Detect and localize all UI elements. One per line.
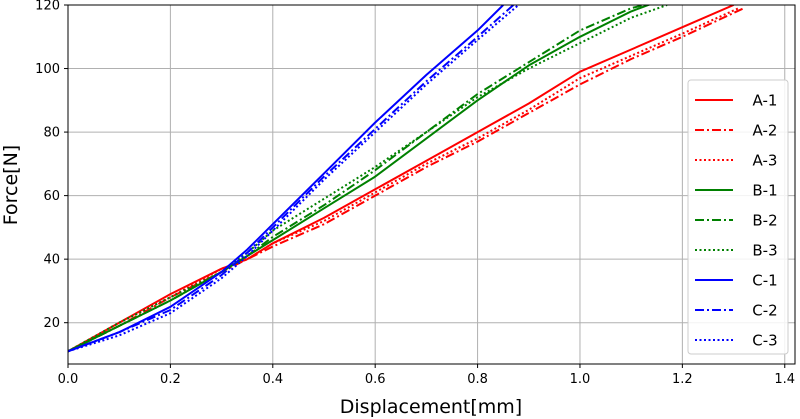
series-line-b-1 <box>68 5 652 353</box>
legend-box <box>687 79 789 355</box>
y-tick-label: 40 <box>43 253 60 268</box>
ticks: 0.0 0.2 0.4 0.6 0.8 1.0 1.2 1.4 20 40 60 80 100 120 <box>35 0 795 387</box>
legend-label-a-2: A-2 <box>753 122 778 140</box>
plot-frame <box>67 4 796 365</box>
legend-label-b-3: B-3 <box>752 242 777 260</box>
series-line-a-1 <box>68 5 734 353</box>
series-line-b-3 <box>68 5 668 353</box>
legend-label-c-1: C-1 <box>752 272 777 290</box>
series-line-c-3 <box>68 5 520 353</box>
legend-label-c-2: C-2 <box>752 302 777 320</box>
grid-lines <box>67 4 795 364</box>
y-tick-label: 20 <box>43 316 60 331</box>
y-tick-label: 100 <box>35 62 60 77</box>
series-layer <box>68 5 745 353</box>
x-tick-label: 0.4 <box>262 372 283 387</box>
x-axis-label: Displacement[mm] <box>340 396 522 418</box>
x-tick-label: 1.0 <box>570 372 591 387</box>
y-tick-label: 80 <box>43 126 60 141</box>
x-tick-label: 0.2 <box>160 372 181 387</box>
legend-label-a-3: A-3 <box>753 152 778 170</box>
y-tick-label: 120 <box>35 0 60 14</box>
legend-label-b-1: B-1 <box>752 182 777 200</box>
x-tick-label: 1.4 <box>774 372 795 387</box>
x-tick-label: 0.6 <box>365 372 386 387</box>
y-tick-label: 60 <box>43 189 60 204</box>
legend-label-c-3: C-3 <box>752 332 777 350</box>
legend-label-b-2: B-2 <box>752 212 777 230</box>
series-line-c-2 <box>68 5 515 353</box>
x-tick-label: 0.0 <box>58 372 79 387</box>
y-axis-label: Force[N] <box>0 145 22 225</box>
legend-label-a-1: A-1 <box>753 92 778 110</box>
legend: A-1 A-2 A-3 B-1 B-2 B-3 C-1 C-2 C-3 <box>687 79 789 355</box>
x-tick-label: 1.2 <box>672 372 693 387</box>
series-line-b-2 <box>68 5 649 353</box>
series-line-c-1 <box>68 5 504 353</box>
x-tick-label: 0.8 <box>467 372 488 387</box>
series-line-a-2 <box>68 7 745 353</box>
